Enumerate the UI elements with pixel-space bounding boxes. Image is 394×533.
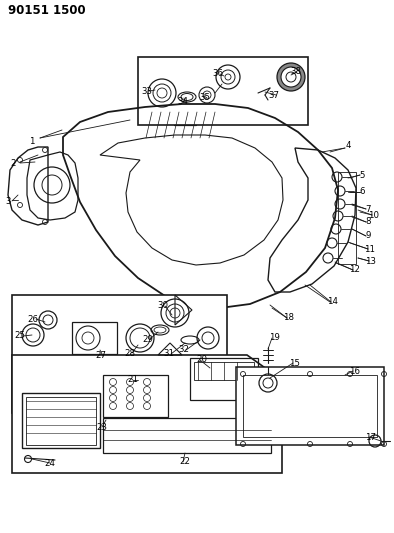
- Bar: [103, 418, 271, 453]
- Text: 3: 3: [5, 197, 11, 206]
- Bar: [26, 397, 96, 445]
- Text: 20: 20: [197, 356, 208, 365]
- Text: 15: 15: [290, 359, 301, 367]
- Text: 16: 16: [349, 367, 361, 376]
- Text: 32: 32: [178, 345, 190, 354]
- Text: 28: 28: [125, 349, 136, 358]
- Text: 22: 22: [180, 457, 191, 466]
- Text: 5: 5: [359, 171, 365, 180]
- Text: 23: 23: [97, 423, 108, 432]
- Text: 26: 26: [28, 314, 39, 324]
- Circle shape: [281, 67, 301, 87]
- Text: 9: 9: [365, 231, 371, 240]
- Text: 6: 6: [359, 188, 365, 197]
- Text: 19: 19: [269, 334, 279, 343]
- Text: 2: 2: [10, 158, 16, 167]
- Text: 29: 29: [143, 335, 153, 343]
- Polygon shape: [236, 367, 384, 445]
- Text: 17: 17: [366, 432, 377, 441]
- Text: 13: 13: [366, 256, 377, 265]
- Text: 21: 21: [128, 376, 139, 384]
- Text: 31: 31: [164, 350, 175, 359]
- Bar: [194, 362, 254, 380]
- Text: 24: 24: [45, 458, 56, 467]
- Polygon shape: [12, 355, 282, 473]
- Text: 30: 30: [158, 302, 169, 311]
- Text: 1: 1: [29, 136, 35, 146]
- Text: 33: 33: [141, 86, 152, 95]
- Text: 4: 4: [345, 141, 351, 150]
- Text: 11: 11: [364, 245, 375, 254]
- Circle shape: [277, 63, 305, 91]
- Text: 25: 25: [15, 332, 26, 341]
- Bar: [138, 57, 308, 125]
- Bar: [103, 375, 168, 417]
- Text: 7: 7: [365, 205, 371, 214]
- Text: 12: 12: [349, 265, 361, 274]
- Bar: [72, 322, 117, 354]
- Text: 38: 38: [290, 68, 301, 77]
- Text: 37: 37: [268, 91, 279, 100]
- Text: 14: 14: [327, 297, 338, 306]
- Text: 8: 8: [365, 217, 371, 227]
- Text: 10: 10: [368, 211, 379, 220]
- Text: 90151 1500: 90151 1500: [8, 4, 85, 17]
- Text: 35: 35: [199, 93, 210, 102]
- Text: 34: 34: [178, 96, 188, 106]
- Text: 18: 18: [284, 313, 294, 322]
- Text: 27: 27: [95, 351, 106, 360]
- Text: 36: 36: [212, 69, 223, 78]
- Polygon shape: [12, 295, 227, 413]
- Bar: [190, 358, 258, 400]
- Bar: [22, 393, 100, 448]
- Bar: [338, 172, 356, 264]
